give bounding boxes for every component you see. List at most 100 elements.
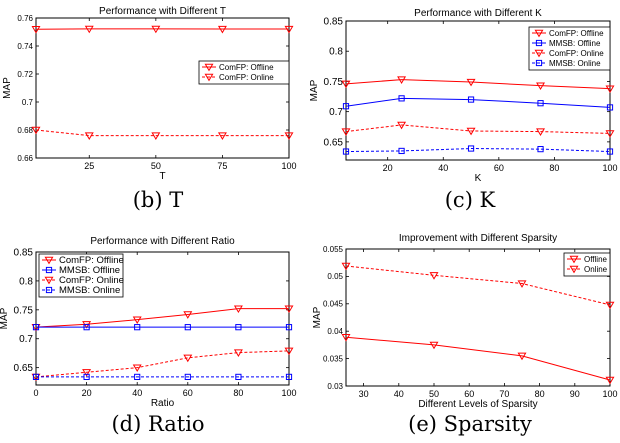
data-point <box>217 132 227 140</box>
series-line <box>345 148 611 153</box>
data-point <box>342 103 350 110</box>
data-point <box>132 364 142 373</box>
legend-label: Offline <box>584 255 608 264</box>
plot-area <box>35 17 290 159</box>
legend-marker <box>534 49 544 58</box>
x-tick-label: 80 <box>535 389 545 399</box>
x-tick-label: 60 <box>464 389 474 399</box>
data-point <box>134 373 141 381</box>
series-line <box>345 97 611 108</box>
y-tick-label: 0.85 <box>324 17 344 28</box>
legend-marker <box>569 265 579 274</box>
chart-0: Performance with Different T 25 50 75 100 0.6… <box>2 6 297 182</box>
x-tick-label: 90 <box>570 389 580 399</box>
x-tick-label: 60 <box>494 163 504 173</box>
legend-marker <box>535 59 543 67</box>
data-point <box>397 76 407 85</box>
series-line <box>35 350 290 378</box>
y-axis-label: MAP <box>312 306 323 328</box>
y-tick-label: 0.8 <box>329 47 343 58</box>
data-point <box>151 132 161 140</box>
data-point <box>398 147 405 155</box>
y-axis-label: MAP <box>2 77 13 99</box>
series-line <box>345 124 611 134</box>
data-point <box>606 148 614 155</box>
x-tick-label: 60 <box>183 388 193 398</box>
chart-title: Improvement with Different Sparsity <box>399 233 557 244</box>
data-point <box>31 126 41 135</box>
data-point <box>184 324 191 331</box>
y-tick-label: 0.7 <box>329 107 343 118</box>
legend-marker <box>535 39 543 47</box>
data-point <box>83 373 90 381</box>
legend-label: MMSB: Online <box>59 285 120 296</box>
data-point <box>183 311 193 319</box>
chart-title: Performance with Different Ratio <box>90 236 235 247</box>
series-line <box>35 129 289 137</box>
data-point <box>397 121 407 130</box>
data-point <box>467 145 475 152</box>
data-point <box>284 132 294 140</box>
data-point <box>341 262 351 271</box>
data-point <box>605 85 615 94</box>
data-point <box>32 373 40 381</box>
data-point <box>284 25 294 34</box>
y-axis-label: MAP <box>0 307 10 329</box>
legend-marker <box>569 255 579 264</box>
data-point <box>341 80 351 89</box>
legend-label: ComFP: Offline <box>549 29 604 38</box>
y-axis-label: MAP <box>309 79 320 101</box>
y-tick-label: 0.74 <box>17 42 33 51</box>
legend-box <box>198 60 290 85</box>
x-tick-label: 25 <box>84 161 94 171</box>
y-tick-label: 0.045 <box>323 300 344 309</box>
x-axis-label: Different Levels of Sparsity <box>418 399 537 410</box>
legend-marker <box>45 286 53 294</box>
chart-title: Performance with Different K <box>414 8 542 19</box>
y-tick-label: 0.75 <box>14 305 34 316</box>
data-point <box>83 324 90 331</box>
data-point <box>285 373 293 381</box>
data-point <box>32 324 40 331</box>
data-point <box>517 352 527 361</box>
data-point <box>536 128 546 136</box>
y-tick-label: 0.8 <box>19 276 33 287</box>
x-tick-label: 20 <box>383 163 393 173</box>
caption-b: (b) T <box>132 188 184 212</box>
legend-label: MMSB: Online <box>549 59 601 68</box>
y-tick-label: 0.7 <box>19 334 33 345</box>
x-tick-label: 80 <box>233 388 243 398</box>
chart-3: Improvement with Different Sparsity 30 40 5… <box>312 233 618 410</box>
y-tick-label: 0.85 <box>14 248 34 259</box>
legend-label: ComFP: Offline <box>59 255 124 266</box>
y-tick-label: 0.66 <box>17 154 33 163</box>
x-tick-label: 80 <box>549 163 559 173</box>
data-point <box>84 25 94 34</box>
legend-label: MMSB: Offline <box>59 265 120 276</box>
y-tick-label: 0.75 <box>324 77 344 88</box>
legend-label: ComFP: Offline <box>219 63 274 72</box>
legend-label: ComFP: Online <box>219 73 274 82</box>
x-tick-label: 100 <box>281 161 296 171</box>
x-tick-label: 70 <box>499 389 509 399</box>
y-tick-label: 0.76 <box>17 14 33 23</box>
x-tick-label: 30 <box>359 389 369 399</box>
x-tick-label: 20 <box>82 388 92 398</box>
chart-1: Performance with Different K 20 40 60 80 100 0… <box>309 8 618 184</box>
data-point <box>605 301 615 310</box>
y-tick-label: 0.65 <box>324 137 344 148</box>
data-point <box>184 373 191 381</box>
legend-label: Online <box>584 265 608 274</box>
data-point <box>537 100 544 107</box>
x-axis-label: Ratio <box>151 398 175 409</box>
y-tick-label: 0.04 <box>327 327 343 336</box>
legend-label: MMSB: Offline <box>549 39 601 48</box>
data-point <box>536 82 546 91</box>
data-point <box>342 148 350 155</box>
data-point <box>217 25 227 34</box>
